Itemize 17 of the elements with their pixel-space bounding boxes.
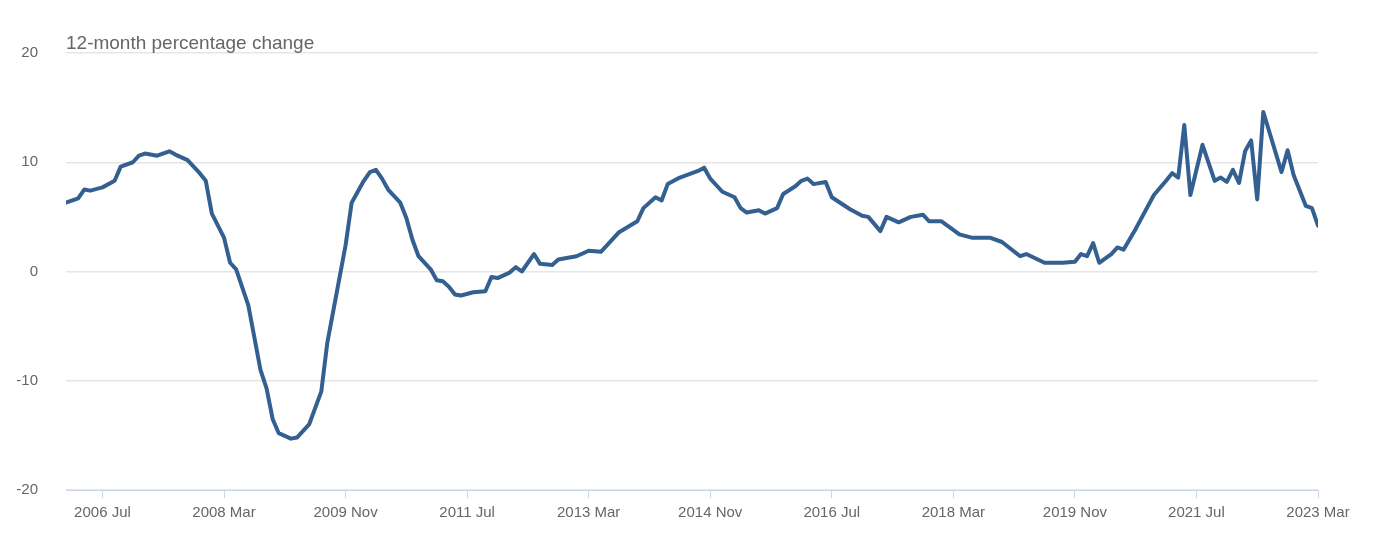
x-tick-label: 2008 Mar <box>192 503 256 521</box>
x-tick-label: 2018 Mar <box>921 503 986 521</box>
y-axis-title: 12-month percentage change <box>66 32 315 54</box>
y-tick-label: -10 <box>16 370 38 388</box>
x-tick-label: 2011 Jul <box>439 503 495 521</box>
x-tick-label: 2013 Mar <box>556 503 621 521</box>
y-tick-label: 0 <box>29 261 38 279</box>
y-tick-label: 20 <box>21 43 38 61</box>
x-tick-label: 2021 Jul <box>1168 503 1225 521</box>
x-tick-label: 2019 Nov <box>1042 503 1108 521</box>
x-tick-label: 2023 Mar <box>1286 503 1350 521</box>
x-tick-label: 2014 Nov <box>678 503 743 521</box>
x-tick-label: 2009 Nov <box>313 503 379 521</box>
y-tick-label: -20 <box>16 480 38 498</box>
x-tick-label: 2006 Jul <box>74 503 131 521</box>
x-tick-label: 2016 Jul <box>803 503 861 521</box>
y-tick-label: 10 <box>21 152 38 170</box>
